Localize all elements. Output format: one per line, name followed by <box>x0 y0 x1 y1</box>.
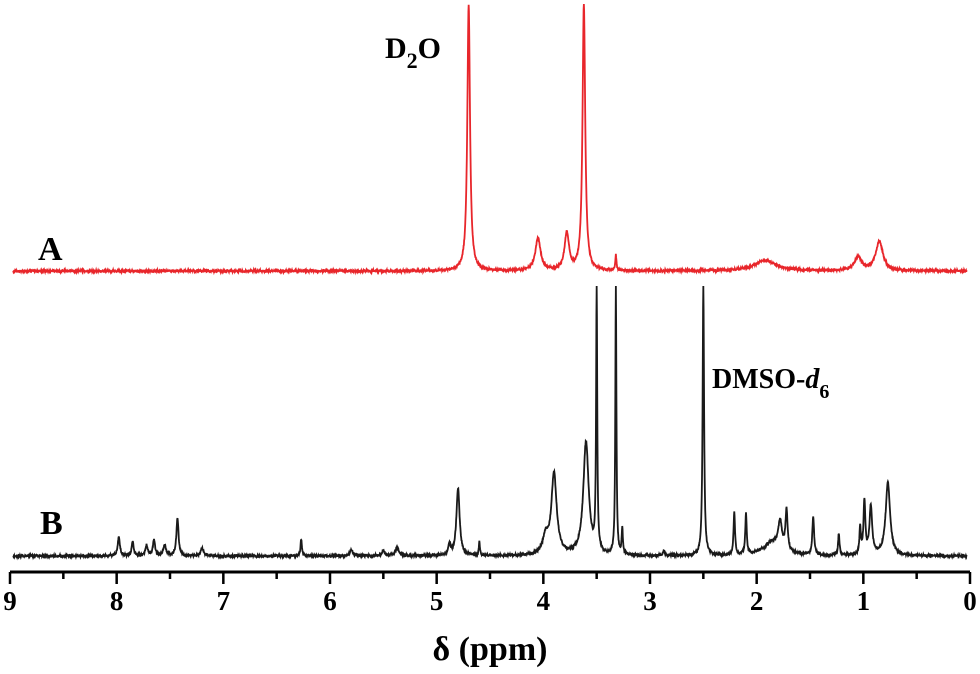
d2o-annotation: D2O <box>385 32 441 73</box>
x-tick-label: 2 <box>750 586 764 616</box>
x-axis-title: δ (ppm) <box>433 631 548 668</box>
x-tick-label: 4 <box>537 586 551 616</box>
spectrum-line-a <box>12 3 968 276</box>
spectrum-line-b <box>12 285 968 561</box>
dmso-annotation: DMSO-d6 <box>712 364 829 403</box>
x-tick-label: 3 <box>643 586 657 616</box>
x-tick-label: 5 <box>430 586 444 616</box>
series-label-a: A <box>38 231 63 268</box>
x-tick-label: 1 <box>857 586 871 616</box>
x-tick-label: 9 <box>3 586 17 616</box>
x-tick-label: 6 <box>323 586 337 616</box>
x-tick-label: 0 <box>963 586 977 616</box>
x-axis-ticks <box>8 572 972 584</box>
x-tick-label: 8 <box>110 586 124 616</box>
x-axis-tick-labels: 9 8 7 6 5 4 3 2 1 0 <box>3 586 977 616</box>
x-tick-label: 7 <box>217 586 231 616</box>
series-label-b: B <box>40 505 63 542</box>
